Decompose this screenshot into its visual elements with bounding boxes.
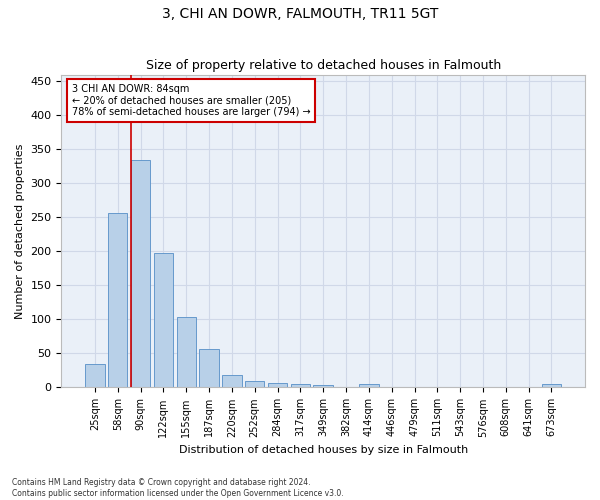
Text: 3, CHI AN DOWR, FALMOUTH, TR11 5GT: 3, CHI AN DOWR, FALMOUTH, TR11 5GT: [162, 8, 438, 22]
Bar: [222, 374, 242, 388]
Bar: [108, 214, 127, 388]
Bar: [313, 386, 333, 388]
Y-axis label: Number of detached properties: Number of detached properties: [15, 144, 25, 318]
Bar: [542, 384, 561, 388]
Bar: [131, 160, 150, 388]
Bar: [268, 384, 287, 388]
Bar: [290, 384, 310, 388]
Bar: [85, 364, 104, 388]
Text: Contains HM Land Registry data © Crown copyright and database right 2024.
Contai: Contains HM Land Registry data © Crown c…: [12, 478, 344, 498]
Text: 3 CHI AN DOWR: 84sqm
← 20% of detached houses are smaller (205)
78% of semi-deta: 3 CHI AN DOWR: 84sqm ← 20% of detached h…: [72, 84, 310, 117]
Bar: [359, 384, 379, 388]
Bar: [154, 254, 173, 388]
Bar: [199, 348, 219, 388]
Bar: [176, 316, 196, 388]
X-axis label: Distribution of detached houses by size in Falmouth: Distribution of detached houses by size …: [179, 445, 468, 455]
Title: Size of property relative to detached houses in Falmouth: Size of property relative to detached ho…: [146, 59, 501, 72]
Bar: [245, 380, 265, 388]
